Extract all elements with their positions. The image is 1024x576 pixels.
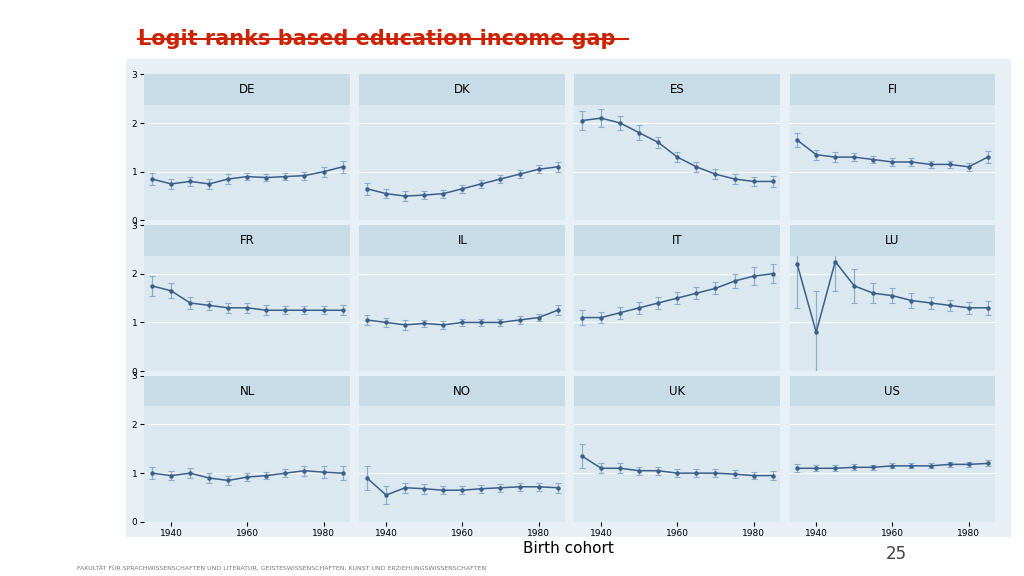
Text: 25: 25	[886, 545, 906, 563]
FancyBboxPatch shape	[144, 376, 350, 407]
Text: US: US	[885, 385, 900, 397]
Text: IL: IL	[458, 234, 467, 247]
FancyBboxPatch shape	[359, 225, 565, 256]
Text: IT: IT	[672, 234, 683, 247]
Text: FR: FR	[240, 234, 255, 247]
FancyBboxPatch shape	[790, 225, 995, 256]
FancyBboxPatch shape	[574, 376, 780, 407]
FancyBboxPatch shape	[574, 74, 780, 105]
FancyBboxPatch shape	[359, 74, 565, 105]
Text: FAKULTÄT FÜR SPRACHWISSENSCHAFTEN UND LITERATUR, GEISTESWISSENSCHAFTEN, KUNST UN: FAKULTÄT FÜR SPRACHWISSENSCHAFTEN UND LI…	[77, 566, 486, 571]
Text: Birth cohort: Birth cohort	[523, 541, 613, 556]
FancyBboxPatch shape	[574, 225, 780, 256]
Text: Logit ranks based education income gap: Logit ranks based education income gap	[138, 29, 615, 49]
Text: UK: UK	[670, 385, 685, 397]
Text: DK: DK	[454, 83, 471, 96]
Text: NO: NO	[454, 385, 471, 397]
FancyBboxPatch shape	[144, 225, 350, 256]
Text: ES: ES	[670, 83, 685, 96]
FancyBboxPatch shape	[144, 74, 350, 105]
Text: DE: DE	[239, 83, 256, 96]
Text: FI: FI	[888, 83, 897, 96]
Text: NL: NL	[240, 385, 255, 397]
Text: LU: LU	[885, 234, 900, 247]
FancyBboxPatch shape	[359, 376, 565, 407]
FancyBboxPatch shape	[790, 74, 995, 105]
FancyBboxPatch shape	[790, 376, 995, 407]
